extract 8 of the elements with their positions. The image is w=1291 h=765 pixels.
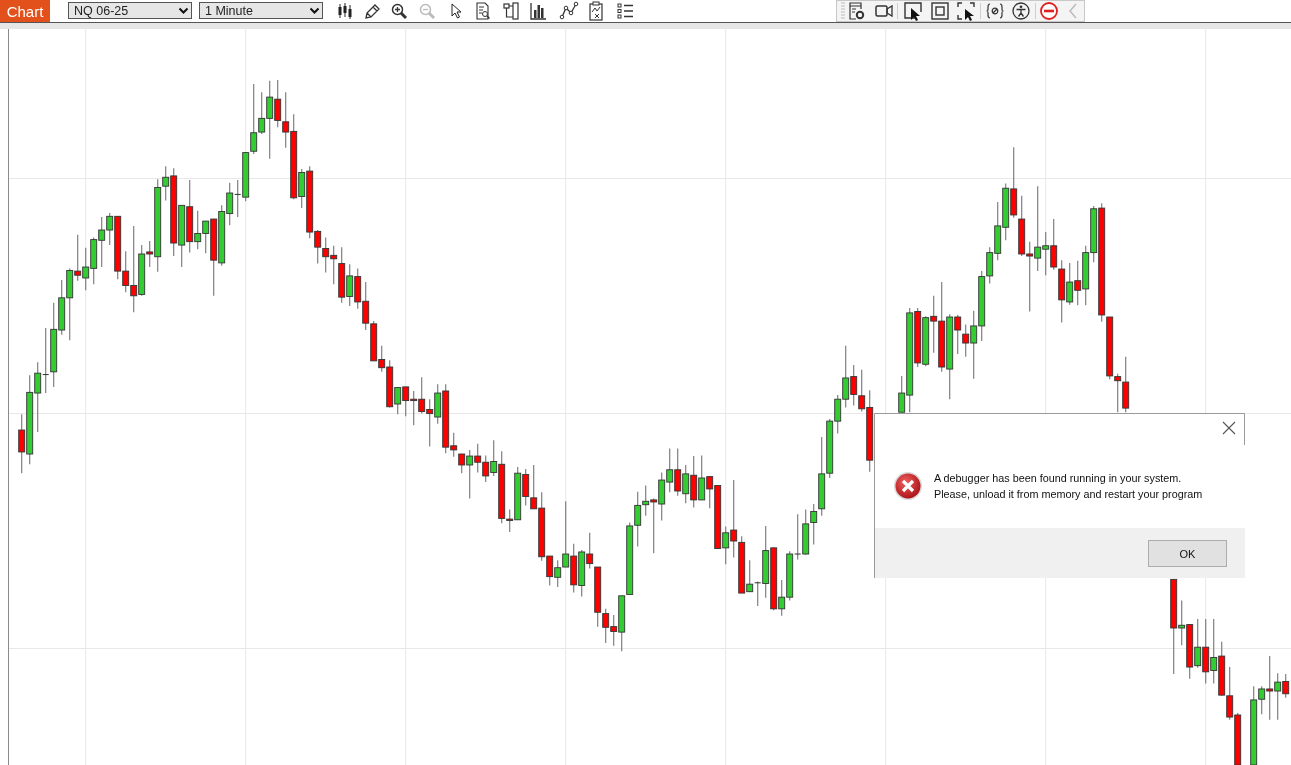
annotation: Please, unload it from memory and restart your program: [934, 487, 1203, 500]
text: 1 Minute: [205, 4, 253, 18]
candlestick: [810, 503, 818, 546]
annotation: A debugger has been found running in your system.: [934, 472, 1182, 484]
annotation: OK: [1179, 547, 1197, 560]
candlestick: [42, 327, 49, 394]
text: NQ 06-25: [74, 4, 129, 18]
text: Chart: [6, 2, 45, 20]
